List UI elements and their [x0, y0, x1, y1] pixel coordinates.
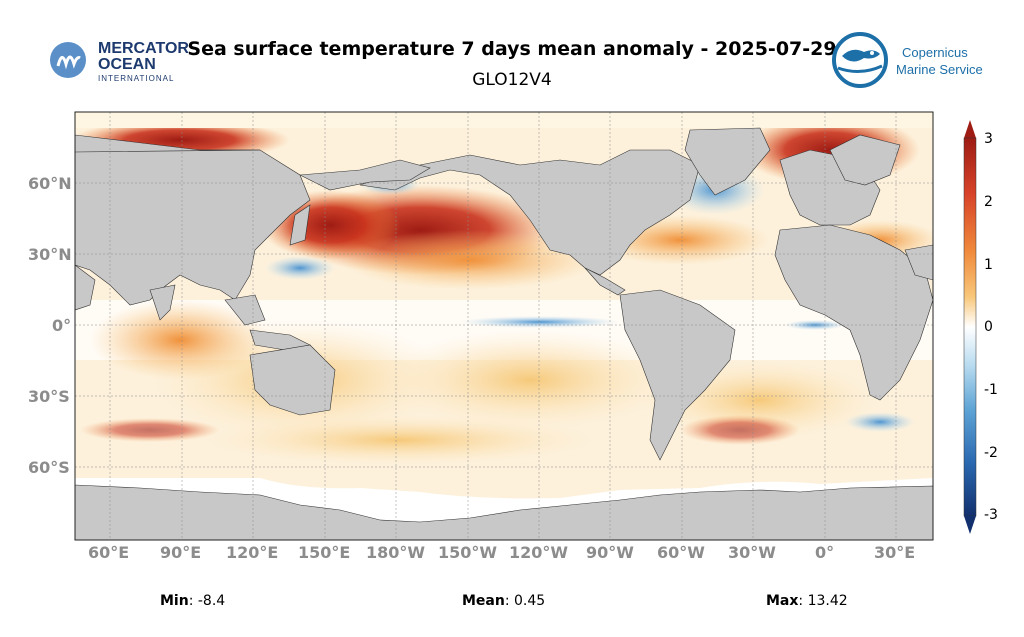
lon-label-120w: 120°W: [509, 543, 569, 562]
lon-label-60e: 60°E: [88, 543, 130, 562]
lon-label-0: 0°: [815, 543, 835, 562]
mercator-ocean-logo: MERCATOR OCEAN INTERNATIONAL: [48, 36, 198, 86]
mercator-line3: INTERNATIONAL: [98, 74, 174, 83]
colorbar-tick-0: 0: [984, 319, 993, 335]
lat-label-30n: 30°N: [28, 245, 72, 264]
colorbar-tick-2: 2: [984, 194, 993, 210]
colorbar-scale: [963, 137, 977, 517]
mercator-line1: MERCATOR: [98, 40, 189, 57]
land-masses: [75, 127, 933, 540]
colorbar-max-arrow: [964, 120, 976, 138]
colorbar-tick-neg1: -1: [984, 382, 998, 398]
stat-mean: Mean: 0.45: [462, 593, 545, 609]
colorbar-tick-neg2: -2: [984, 445, 998, 461]
stat-max-label: Max: [766, 593, 799, 609]
lon-label-120e: 120°E: [226, 543, 279, 562]
map-title: Sea surface temperature 7 days mean anom…: [187, 38, 837, 60]
map-frame: [74, 111, 934, 541]
colorbar-min-arrow: [964, 516, 976, 534]
copernicus-emblem-icon: [832, 32, 888, 88]
colorbar-tick-neg3: -3: [984, 507, 998, 523]
colorbar: [963, 120, 977, 534]
copernicus-line1: Copernicus: [902, 45, 968, 60]
lon-label-150w: 150°W: [438, 543, 498, 562]
stat-min-label: Min: [160, 593, 189, 609]
stat-max: Max: 13.42: [766, 593, 848, 609]
lat-label-0: 0°: [52, 316, 72, 335]
map-subtitle: GLO12V4: [472, 70, 552, 90]
stat-mean-label: Mean: [462, 593, 505, 609]
stat-min-value: : -8.4: [188, 593, 226, 609]
stat-min: Min: -8.4: [160, 593, 225, 609]
lon-label-90e: 90°E: [160, 543, 202, 562]
copernicus-line2: Marine Service: [896, 62, 983, 77]
lon-label-30w: 30°W: [728, 543, 776, 562]
colorbar-tick-1: 1: [984, 257, 993, 273]
stat-max-value: : 13.42: [798, 593, 848, 609]
mercator-line2: OCEAN: [98, 56, 156, 73]
lon-label-180w: 180°W: [366, 543, 426, 562]
stat-mean-value: : 0.45: [504, 593, 546, 609]
lat-label-30s: 30°S: [28, 387, 70, 406]
lat-label-60s: 60°S: [28, 458, 70, 477]
graticule: [75, 112, 933, 540]
lat-label-60n: 60°N: [28, 174, 72, 193]
copernicus-logo: Copernicus Marine Service: [830, 30, 990, 90]
lon-label-60w: 60°W: [657, 543, 705, 562]
lon-label-90w: 90°W: [586, 543, 634, 562]
colorbar-tick-3: 3: [984, 131, 993, 147]
lon-label-150e: 150°E: [298, 543, 351, 562]
lon-label-30e: 30°E: [874, 543, 916, 562]
map-field: [75, 112, 933, 540]
